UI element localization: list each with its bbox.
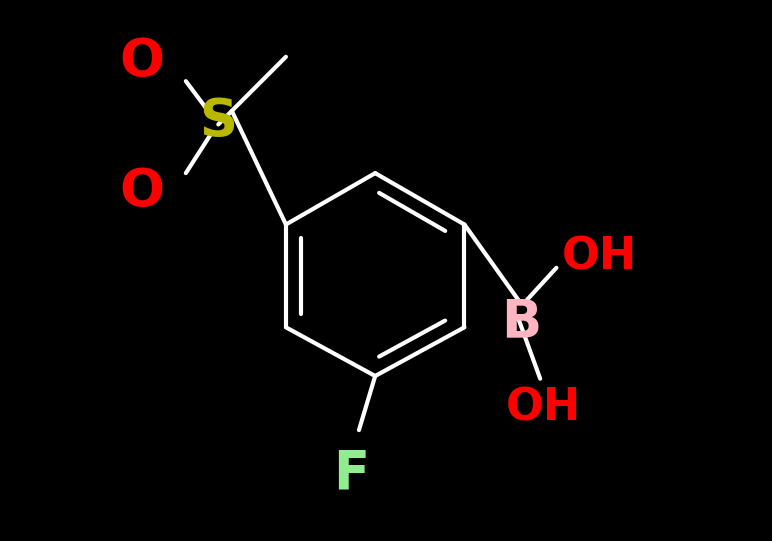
Text: OH: OH: [562, 235, 638, 279]
Text: B: B: [501, 296, 541, 348]
Text: S: S: [199, 96, 237, 148]
Text: F: F: [333, 447, 369, 499]
Text: O: O: [119, 166, 164, 218]
Text: O: O: [119, 36, 164, 88]
Text: OH: OH: [505, 387, 581, 430]
